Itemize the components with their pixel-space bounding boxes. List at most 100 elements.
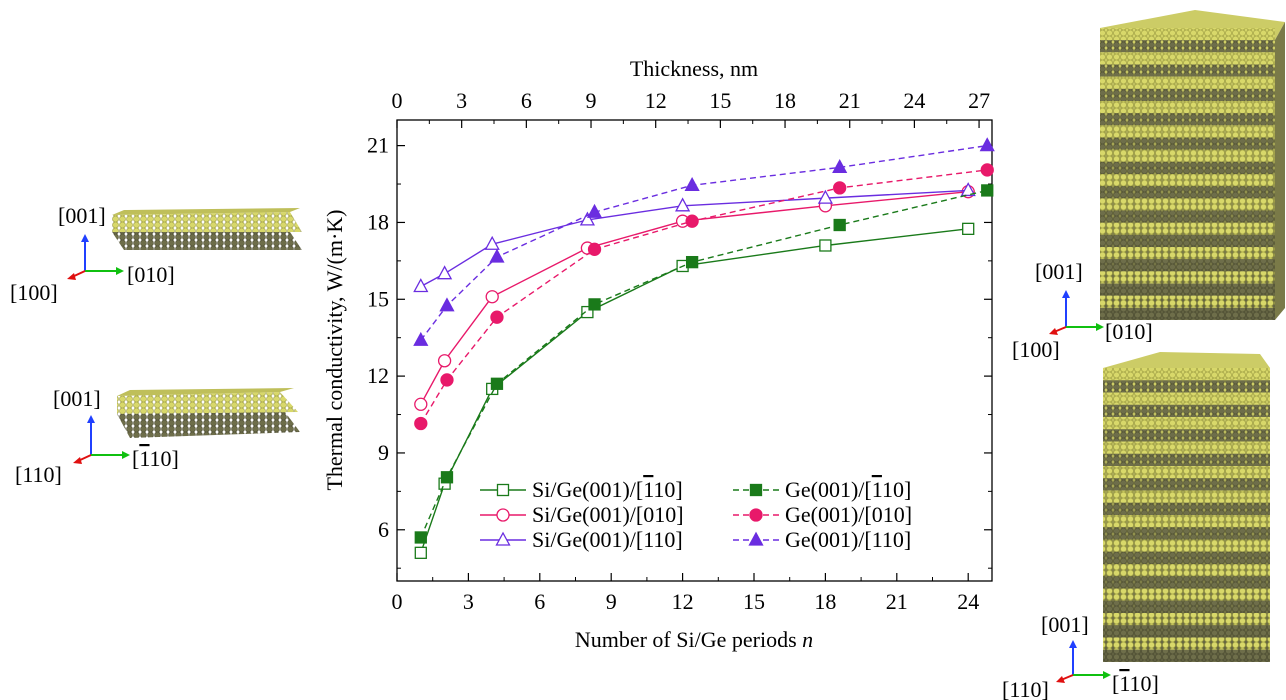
si-layer bbox=[1103, 588, 1270, 601]
y-tick-label: 6 bbox=[378, 517, 389, 542]
x-axis-label: Number of Si/Ge periods n bbox=[575, 627, 813, 652]
data-point bbox=[832, 159, 848, 174]
legend-entry: Ge(001)/[010] bbox=[733, 502, 912, 527]
legend-label-post: 10] bbox=[882, 477, 911, 502]
data-point bbox=[586, 203, 603, 218]
y-tick-label: 18 bbox=[367, 209, 389, 234]
ge-layer bbox=[1100, 234, 1275, 247]
si-layer bbox=[1103, 515, 1270, 528]
axes-triad bbox=[1049, 290, 1104, 335]
data-point bbox=[490, 310, 504, 324]
si-layer bbox=[1103, 637, 1270, 650]
si-layer bbox=[1100, 295, 1275, 308]
si-layer bbox=[1103, 539, 1270, 552]
top-tick-label: 0 bbox=[392, 88, 403, 113]
x-axis-label-text: Number of Si/Ge periods bbox=[575, 627, 802, 652]
ge-layer bbox=[1100, 307, 1275, 320]
series-3 bbox=[414, 184, 994, 544]
x-tick-label: 3 bbox=[463, 589, 474, 614]
axis-label-up: [001] bbox=[1041, 612, 1089, 637]
ge-layer bbox=[1103, 404, 1270, 417]
y-axis-ticks: 6 9 12 15 18 21 bbox=[367, 133, 992, 569]
plot-frame bbox=[396, 119, 993, 582]
series-4 bbox=[414, 163, 994, 431]
ge-layer bbox=[1103, 600, 1270, 613]
si-layer bbox=[1100, 174, 1275, 187]
structure-thin-010: [001] [010] [100] bbox=[10, 203, 302, 305]
ge-layer bbox=[1100, 186, 1275, 199]
ge-layer bbox=[1103, 502, 1270, 515]
y-tick-label: 15 bbox=[367, 286, 389, 311]
top-axis-label: Thickness, nm bbox=[630, 56, 758, 81]
data-point bbox=[414, 546, 427, 559]
x-tick-label: 6 bbox=[534, 589, 545, 614]
axis-label-up: [001] bbox=[58, 203, 106, 228]
ge-layer bbox=[1103, 380, 1270, 393]
data-point bbox=[981, 184, 994, 197]
top-tick-label: 24 bbox=[903, 88, 925, 113]
legend-label-pre: Ge(001)/[ bbox=[785, 477, 872, 502]
data-point bbox=[413, 331, 429, 346]
ge-layer bbox=[1103, 429, 1270, 442]
bracket-rest: 10] bbox=[150, 446, 179, 471]
legend-marker bbox=[749, 483, 763, 497]
x-tick-label: 9 bbox=[606, 589, 617, 614]
data-point bbox=[962, 222, 975, 235]
legend-entry: Si/Ge(001)/[110] bbox=[480, 527, 683, 552]
ge-layer bbox=[1103, 625, 1270, 638]
top-tick-label: 9 bbox=[586, 88, 597, 113]
si-layer bbox=[1103, 466, 1270, 479]
data-point bbox=[437, 354, 452, 368]
legend-entry: Ge(001)/[110] bbox=[733, 477, 911, 502]
axis-label-depth: [100] bbox=[10, 280, 58, 305]
data-point bbox=[414, 397, 428, 411]
data-point bbox=[490, 377, 504, 390]
overbar-digit: 1 bbox=[139, 446, 149, 471]
si-layer bbox=[1103, 613, 1270, 626]
data-point bbox=[437, 265, 453, 280]
x-tick-label: 0 bbox=[392, 589, 403, 614]
si-layer bbox=[1103, 490, 1270, 503]
si-layer bbox=[1100, 101, 1275, 114]
legend-entry: Si/Ge(001)/[110] bbox=[480, 477, 683, 502]
si-layer bbox=[1100, 271, 1275, 284]
axis-label-right: [010] bbox=[127, 262, 175, 287]
ge-layer bbox=[1103, 649, 1270, 662]
ge-layer bbox=[1100, 40, 1275, 53]
si-layer bbox=[1103, 564, 1270, 577]
si-layer bbox=[1103, 441, 1270, 454]
data-point bbox=[485, 290, 499, 304]
ge-layer bbox=[1100, 137, 1275, 150]
top-tick-label: 27 bbox=[968, 88, 990, 113]
legend-label-post: 10] bbox=[653, 477, 682, 502]
top-tick-label: 6 bbox=[521, 88, 532, 113]
x-tick-label: 15 bbox=[743, 589, 765, 614]
legend-marker bbox=[496, 483, 510, 497]
ge-layer bbox=[1100, 88, 1275, 101]
axes-triad bbox=[73, 415, 130, 464]
legend-label-pre: Si/Ge(001)/[010] bbox=[532, 502, 684, 527]
legend-label-pre: Si/Ge(001)/[ bbox=[532, 477, 643, 502]
ge-layer bbox=[1103, 527, 1270, 540]
legend-label: Ge(001)/[110] bbox=[785, 477, 911, 502]
legend-label: Si/Ge(001)/[110] bbox=[532, 477, 683, 502]
series-line bbox=[420, 169, 988, 424]
data-point bbox=[685, 255, 699, 269]
data-point bbox=[414, 416, 428, 431]
bracket-open: [ bbox=[1112, 671, 1119, 696]
ge-layer bbox=[1100, 161, 1275, 174]
axis-label-depth: [110] bbox=[15, 462, 62, 487]
data-point bbox=[833, 181, 847, 195]
legend-label-pre: Ge(001)/[010] bbox=[785, 502, 912, 527]
legend-label-pre: Si/Ge(001)/[110] bbox=[532, 527, 683, 552]
legend-label: Ge(001)/[110] bbox=[785, 527, 911, 552]
chart: 6 9 12 15 18 21 0 3 6 9 12 15 18 21 24 0 3 6 9 12 15 18 21 24… bbox=[322, 56, 995, 652]
data-point bbox=[817, 189, 833, 204]
axis-label-right: [010] bbox=[1105, 319, 1153, 344]
axis-label-up: [001] bbox=[1035, 259, 1083, 284]
axis-label-right: [110] bbox=[1112, 671, 1159, 696]
top-tick-label: 18 bbox=[774, 88, 796, 113]
legend-label-pre: Ge(001)/[110] bbox=[785, 527, 911, 552]
series-2 bbox=[413, 182, 976, 293]
ge-layer bbox=[1103, 478, 1270, 491]
